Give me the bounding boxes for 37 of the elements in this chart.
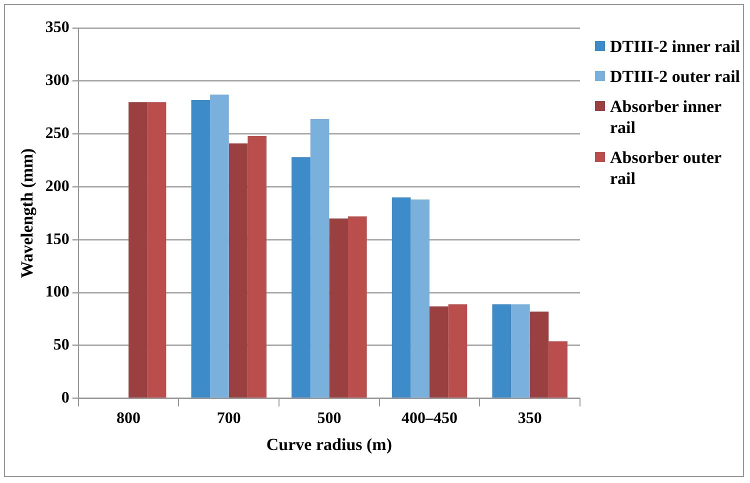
x-tick-label: 800	[116, 410, 141, 428]
y-tick-label: 250	[45, 124, 70, 142]
x-tick-label: 400–450	[402, 410, 458, 428]
x-tick-label: 500	[317, 410, 342, 428]
y-tick-label: 50	[53, 336, 70, 354]
bar	[410, 199, 430, 398]
bar	[147, 102, 166, 398]
bar	[128, 102, 148, 398]
y-tick-label: 200	[45, 178, 70, 195]
bar	[248, 136, 266, 398]
y-tick-label: 150	[45, 230, 70, 248]
bar	[448, 304, 468, 398]
x-tick-label: 350	[518, 410, 542, 428]
bar	[430, 306, 448, 398]
bar	[530, 312, 549, 398]
bar	[292, 157, 310, 398]
bar	[511, 304, 530, 398]
bar	[492, 304, 512, 398]
legend-label: DTIII-2 inner rail	[610, 37, 740, 56]
legend-label: Absorber inner rail	[610, 97, 722, 137]
x-axis-title: Curve radius (m)	[266, 435, 392, 454]
bar	[392, 197, 411, 398]
x-tick-label: 700	[216, 410, 241, 428]
y-tick-label: 100	[45, 284, 70, 301]
bar	[210, 94, 229, 398]
bar	[228, 143, 248, 398]
bar	[191, 100, 210, 398]
bar	[310, 119, 330, 398]
legend-label: DTIII-2 outer rail	[610, 67, 740, 86]
y-tick-label: 0	[61, 390, 70, 407]
bar	[329, 218, 348, 398]
y-tick-label: 300	[45, 72, 70, 90]
bar	[548, 341, 568, 398]
y-tick-label: 350	[45, 19, 70, 36]
bar	[348, 216, 367, 398]
legend-label: Absorber outer rail	[610, 148, 722, 188]
y-axis-title: Wavelength (mm)	[18, 148, 37, 278]
